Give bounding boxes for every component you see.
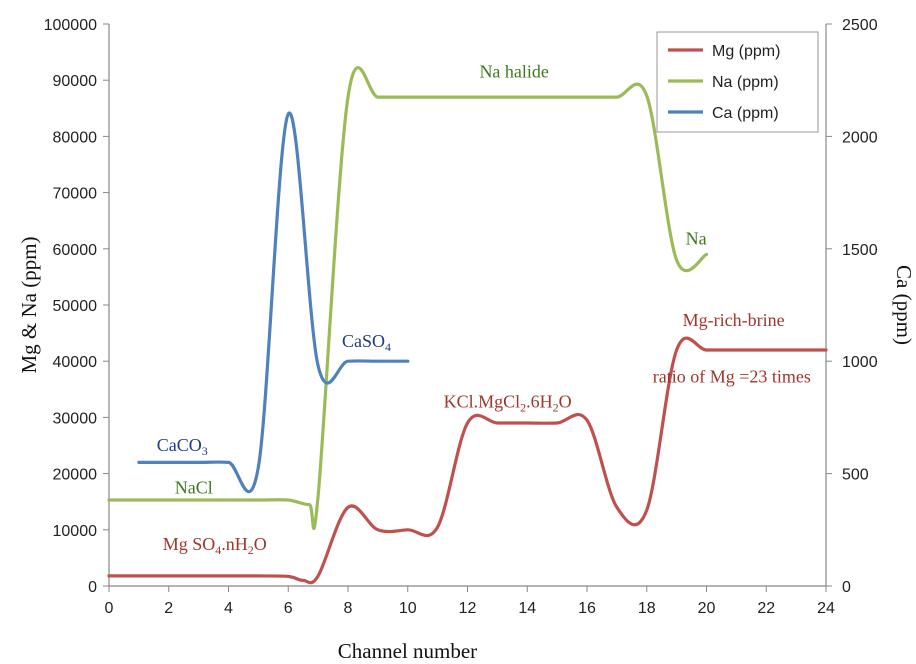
annotation-mg-brine: Mg-rich-brine	[683, 310, 785, 330]
x-axis-title: Channel number	[338, 639, 477, 663]
x-tick-label: 12	[459, 600, 477, 617]
y-axis-right-title: Ca (ppm)	[892, 265, 916, 345]
y-left-tick-label: 100000	[44, 17, 97, 34]
y-left-tick-label: 80000	[53, 129, 98, 146]
y-right-tick-label: 500	[842, 467, 869, 484]
annotation-caso4: CaSO4	[342, 331, 391, 354]
y-left-tick-label: 40000	[53, 354, 98, 371]
y-left-tick-label: 30000	[53, 410, 98, 427]
na-series-line	[107, 66, 709, 530]
x-tick-label: 10	[399, 600, 417, 617]
annotation-caco3: CaCO3	[157, 435, 208, 458]
x-tick-label: 16	[578, 600, 596, 617]
mg-series-line	[107, 336, 828, 585]
x-tick-label: 8	[344, 600, 353, 617]
annotation-na-halide: Na halide	[479, 61, 548, 81]
x-tick-label: 24	[817, 600, 835, 617]
y-right-tick-label: 1000	[842, 354, 878, 371]
x-tick-label: 4	[224, 600, 233, 617]
x-tick-label: 2	[164, 600, 173, 617]
x-tick-label: 0	[105, 600, 114, 617]
y-right-tick-label: 2500	[842, 17, 878, 34]
x-tick-label: 6	[284, 600, 293, 617]
y-axis-left-title: Mg & Na (ppm)	[17, 236, 41, 373]
ca-series-line	[137, 111, 410, 494]
y-right-tick-label: 1500	[842, 242, 878, 259]
y-right-tick-label: 0	[842, 579, 851, 596]
y-left-tick-label: 70000	[53, 186, 98, 203]
y-left-tick-label: 90000	[53, 73, 98, 90]
y-right-tick-label: 2000	[842, 129, 878, 146]
y-left-tick-label: 50000	[53, 298, 98, 315]
annotation-kcl: KCl.MgCl2.6H2O	[444, 391, 572, 414]
legend-label: Na (ppm)	[712, 74, 779, 91]
x-tick-label: 18	[638, 600, 656, 617]
x-tick-label: 14	[518, 600, 536, 617]
y-left-tick-label: 20000	[53, 467, 98, 484]
annotation-nacl: NaCl	[175, 477, 213, 497]
annotation-mgso4: Mg SO4.nH2O	[163, 534, 267, 557]
y-left-tick-label: 60000	[53, 242, 98, 259]
legend: Mg (ppm) Na (ppm) Ca (ppm)	[656, 31, 819, 133]
legend-label: Mg (ppm)	[712, 43, 780, 60]
y-left-tick-label: 0	[88, 579, 97, 596]
x-tick-label: 20	[698, 600, 716, 617]
y-left-tick-label: 10000	[53, 523, 98, 540]
annotation-mg-ratio: ratio of Mg =23 times	[653, 367, 811, 387]
annotation-na: Na	[686, 228, 707, 248]
x-tick-label: 22	[757, 600, 775, 617]
legend-label: Ca (ppm)	[712, 105, 779, 122]
